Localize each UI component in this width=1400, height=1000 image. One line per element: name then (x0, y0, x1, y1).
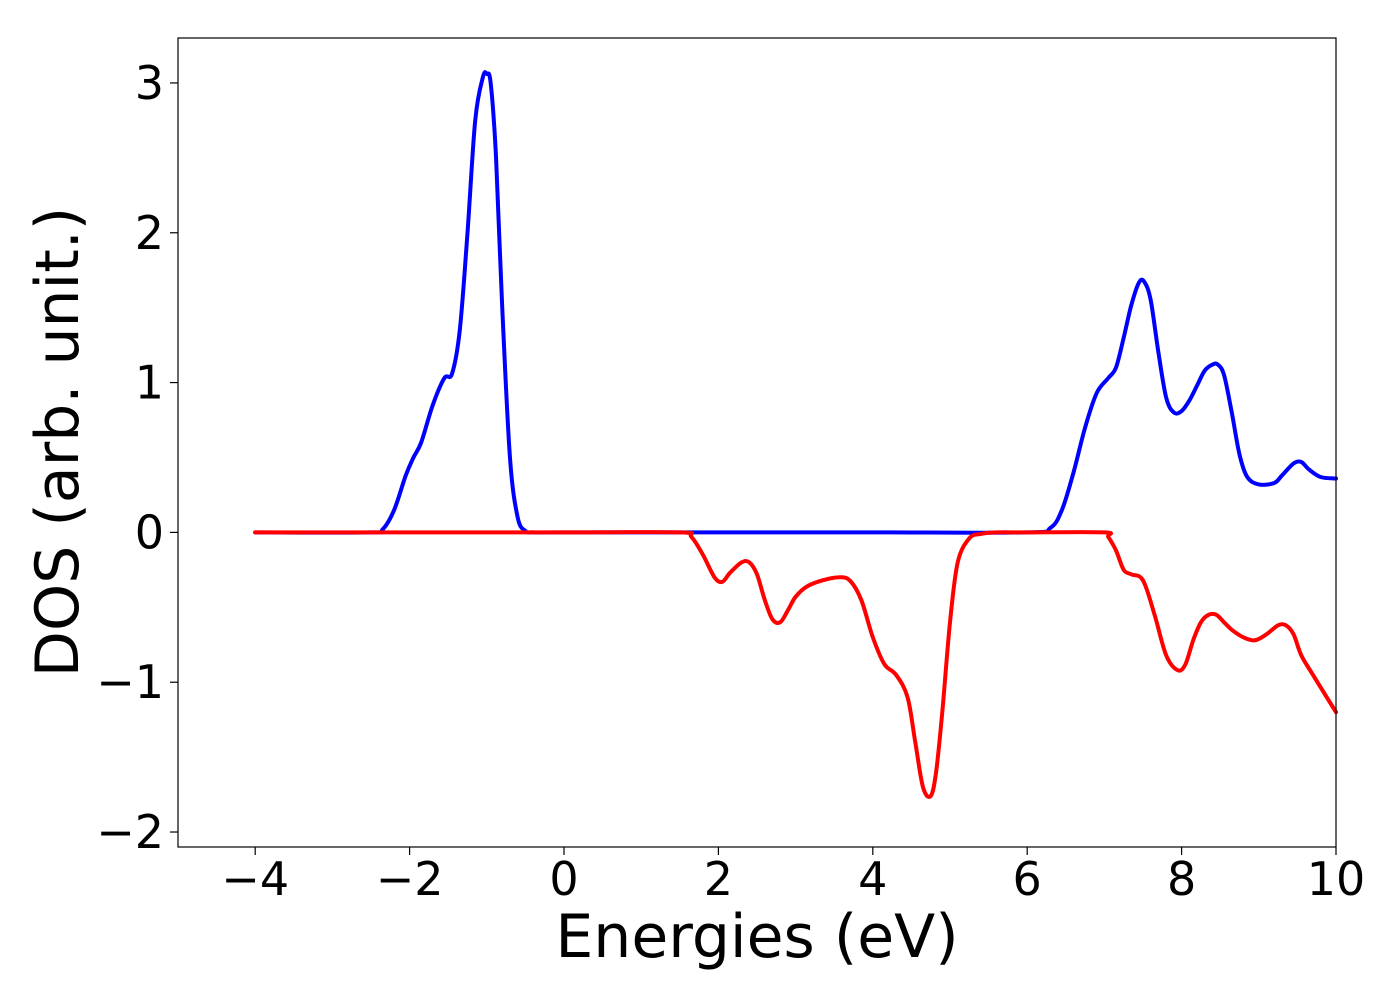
x-tick-label: −4 (221, 852, 289, 906)
y-tick-label: 3 (135, 56, 164, 110)
series-line-1 (253, 70, 1338, 535)
plot-background (178, 38, 1336, 847)
x-tick-label: −2 (376, 852, 444, 906)
series-line-2 (253, 530, 1338, 799)
x-tick-label: 4 (858, 852, 887, 906)
x-axis-label: Energies (eV) (555, 902, 958, 972)
plot-frame (177, 37, 1337, 848)
x-tick-label: 8 (1167, 852, 1196, 906)
y-tick-label: 1 (135, 356, 164, 410)
y-tick-label: −2 (96, 805, 164, 859)
y-tick-label: 0 (135, 505, 164, 559)
series-layer (253, 70, 1338, 799)
x-axis-ticks: −4 −2 0 2 4 6 8 10 (221, 847, 1365, 906)
y-axis-ticks: −2 −1 0 1 2 3 (96, 56, 178, 859)
x-tick-label: 6 (1013, 852, 1042, 906)
x-tick-label: 10 (1307, 852, 1366, 906)
x-tick-label: 2 (704, 852, 733, 906)
x-tick-label: 0 (549, 852, 578, 906)
y-tick-label: 2 (135, 206, 164, 260)
y-axis-label: DOS (arb. unit.) (23, 207, 93, 677)
y-tick-label: −1 (96, 655, 164, 709)
